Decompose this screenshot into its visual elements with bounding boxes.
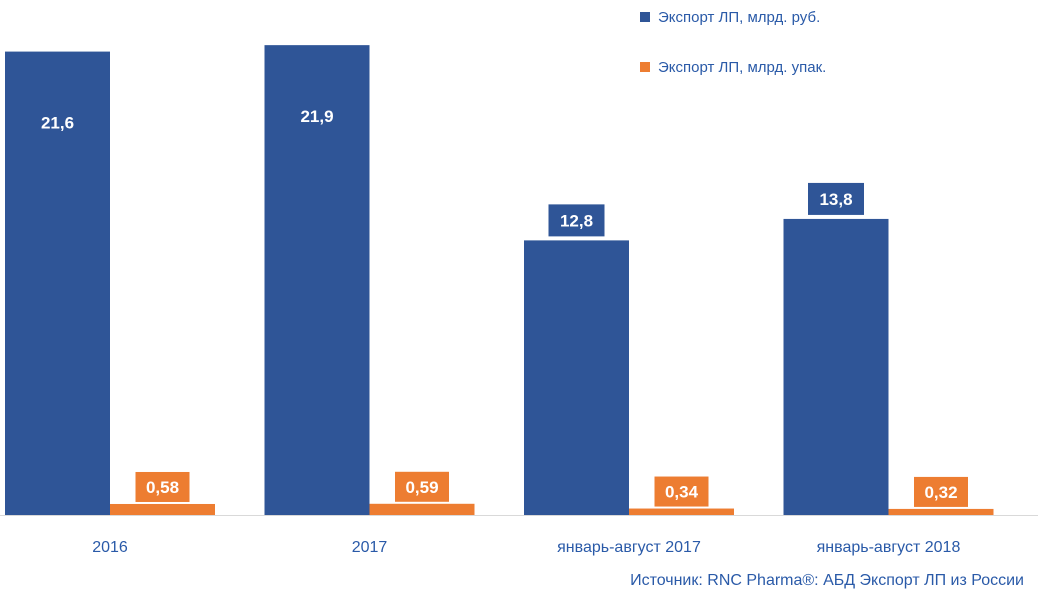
chart-legend: Экспорт ЛП, млрд. руб. Экспорт ЛП, млрд.…: [640, 6, 826, 106]
data-label-bg-rub-2: [548, 204, 605, 237]
legend-swatch-pack: [640, 62, 650, 72]
data-label-bg-pack-2: [654, 476, 709, 507]
data-label-pack-2: 0,34: [665, 483, 699, 502]
data-label-pack-3: 0,32: [924, 483, 957, 502]
data-label-rub-1: 21,9: [300, 107, 333, 126]
data-label-bg-rub-3: [808, 182, 864, 215]
x-tick-label-1: 2017: [352, 539, 388, 556]
x-tick-label-0: 2016: [92, 539, 128, 556]
data-label-bg-pack-0: [135, 471, 190, 502]
legend-label-pack: Экспорт ЛП, млрд. упак.: [658, 58, 827, 76]
bar-pack-0: [110, 503, 215, 515]
data-label-pack-1: 0,59: [405, 478, 438, 497]
bar-rub-3: [783, 218, 889, 515]
data-label-rub-0: 21,6: [41, 114, 74, 133]
data-label-bg-pack-1: [395, 471, 449, 502]
data-label-rub-2: 12,8: [560, 211, 593, 230]
bar-pack-1: [369, 503, 475, 515]
source-note: Источник: RNC Pharma®: АБД Экспорт ЛП из…: [630, 572, 1024, 589]
data-label-pack-0: 0,58: [146, 478, 179, 497]
bar-rub-1: [264, 45, 370, 516]
data-label-bg-pack-3: [914, 476, 968, 507]
bar-rub-0: [5, 51, 110, 515]
bar-pack-2: [629, 508, 734, 515]
bar-pack-3: [888, 508, 994, 515]
legend-item-pack: Экспорт ЛП, млрд. упак.: [640, 56, 826, 78]
legend-swatch-rub: [640, 12, 650, 22]
legend-item-rub: Экспорт ЛП, млрд. руб.: [640, 6, 826, 28]
x-tick-label-3: январь-август 2018: [817, 539, 961, 556]
legend-label-rub: Экспорт ЛП, млрд. руб.: [658, 8, 821, 26]
x-tick-label-2: январь-август 2017: [557, 539, 701, 556]
data-label-rub-3: 13,8: [819, 190, 852, 209]
bar-rub-2: [524, 240, 629, 515]
